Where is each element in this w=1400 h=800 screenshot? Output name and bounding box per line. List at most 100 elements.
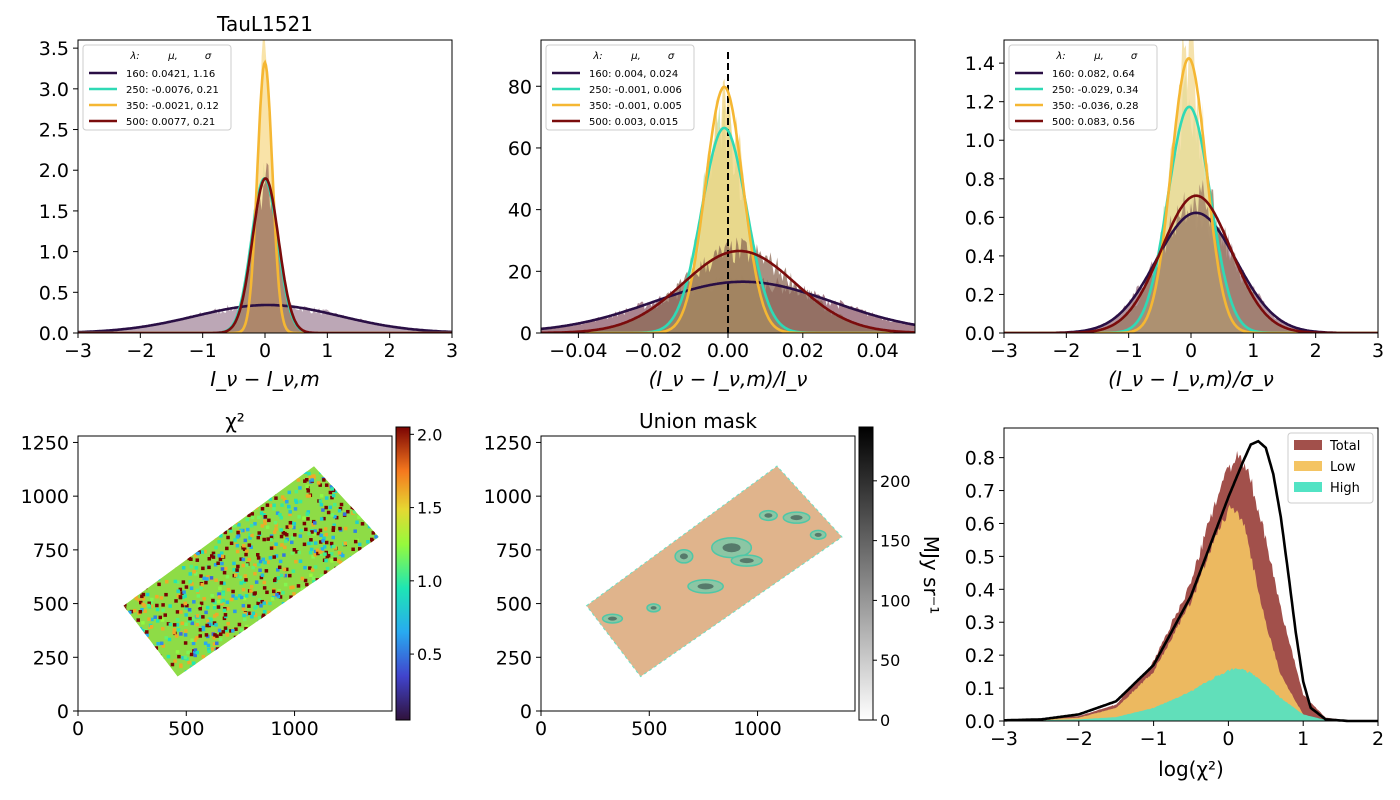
map-pixel bbox=[236, 674, 240, 677]
map-pixel bbox=[384, 666, 388, 670]
map-pixel bbox=[299, 675, 303, 677]
map-pixel bbox=[136, 685, 140, 689]
map-pixel bbox=[271, 625, 275, 629]
map-pixel bbox=[169, 492, 174, 496]
map-pixel bbox=[230, 458, 234, 462]
map-pixel bbox=[239, 581, 244, 585]
map-pixel bbox=[334, 691, 338, 695]
map-pixel bbox=[378, 506, 379, 510]
map-pixel bbox=[304, 649, 308, 653]
map-pixel bbox=[259, 575, 264, 580]
map-pixel bbox=[358, 665, 362, 669]
map-pixel bbox=[179, 632, 183, 636]
map-pixel bbox=[221, 696, 225, 700]
dense-core bbox=[650, 606, 657, 610]
map-pixel bbox=[157, 559, 162, 563]
map-pixel bbox=[245, 669, 249, 674]
map-pixel bbox=[207, 664, 212, 669]
map-pixel bbox=[277, 639, 281, 643]
map-pixel bbox=[139, 562, 144, 566]
map-pixel bbox=[321, 626, 326, 630]
map-pixel bbox=[163, 563, 167, 567]
map-pixel bbox=[235, 635, 240, 639]
map-pixel bbox=[210, 507, 214, 512]
map-pixel bbox=[274, 496, 278, 500]
map-pixel bbox=[367, 623, 372, 628]
map-pixel bbox=[374, 654, 379, 659]
map-pixel bbox=[309, 701, 313, 705]
map-pixel bbox=[326, 663, 331, 667]
map-pixel bbox=[307, 590, 311, 595]
map-pixel bbox=[387, 685, 391, 689]
map-pixel bbox=[135, 466, 140, 470]
map-pixel bbox=[159, 679, 163, 683]
map-pixel bbox=[307, 466, 312, 469]
map-pixel bbox=[132, 608, 137, 613]
map-pixel bbox=[384, 500, 388, 504]
map-pixel bbox=[331, 526, 336, 530]
map-pixel bbox=[311, 588, 316, 593]
map-pixel bbox=[293, 663, 298, 668]
map-pixel bbox=[309, 573, 313, 578]
map-pixel bbox=[86, 463, 90, 467]
map-pixel bbox=[258, 438, 262, 442]
map-pixel bbox=[195, 476, 199, 480]
map-pixel bbox=[225, 546, 229, 551]
map-pixel bbox=[363, 689, 367, 693]
map-pixel bbox=[117, 445, 121, 449]
map-pixel bbox=[309, 602, 314, 606]
map-pixel bbox=[115, 533, 119, 537]
map-pixel bbox=[155, 603, 159, 608]
map-pixel bbox=[280, 682, 284, 686]
map-pixel bbox=[292, 437, 296, 441]
map-pixel bbox=[321, 539, 325, 543]
map-pixel bbox=[120, 670, 124, 674]
map-pixel bbox=[156, 576, 161, 581]
map-pixel bbox=[314, 622, 318, 626]
map-pixel bbox=[171, 500, 175, 504]
map-pixel bbox=[146, 695, 150, 699]
map-pixel bbox=[116, 458, 120, 462]
map-pixel bbox=[269, 535, 274, 540]
map-pixel bbox=[372, 468, 376, 473]
map-pixel bbox=[215, 696, 219, 700]
map-pixel bbox=[330, 587, 334, 591]
map-pixel bbox=[333, 514, 337, 519]
map-pixel bbox=[148, 469, 152, 473]
y-tick-label: 500 bbox=[496, 594, 532, 616]
map-pixel bbox=[123, 669, 125, 673]
map-pixel bbox=[225, 633, 230, 637]
y-tick-label: 1.4 bbox=[965, 53, 995, 75]
map-pixel bbox=[214, 578, 218, 582]
map-pixel bbox=[276, 458, 280, 462]
map-pixel bbox=[174, 471, 179, 476]
map-pixel bbox=[224, 651, 228, 656]
map-pixel bbox=[338, 506, 343, 511]
map-pixel bbox=[323, 597, 328, 602]
map-pixel bbox=[373, 601, 378, 605]
map-pixel bbox=[370, 484, 375, 489]
map-pixel bbox=[170, 662, 175, 667]
map-pixel bbox=[112, 677, 116, 681]
map-pixel bbox=[276, 576, 281, 580]
map-pixel bbox=[373, 699, 377, 703]
map-pixel bbox=[315, 630, 320, 635]
histogram-low bbox=[1004, 504, 1378, 721]
map-pixel bbox=[288, 512, 292, 517]
map-pixel bbox=[305, 587, 309, 592]
map-pixel bbox=[253, 613, 258, 617]
map-pixel bbox=[115, 585, 119, 589]
map-pixel bbox=[110, 509, 114, 513]
map-pixel bbox=[163, 667, 167, 672]
map-pixel bbox=[131, 654, 136, 659]
map-pixel bbox=[91, 486, 95, 490]
map-pixel bbox=[245, 563, 249, 567]
map-pixel bbox=[119, 568, 123, 572]
map-pixel bbox=[276, 466, 281, 468]
map-pixel bbox=[150, 474, 154, 478]
map-pixel bbox=[388, 666, 392, 670]
map-pixel bbox=[133, 587, 137, 591]
map-pixel bbox=[349, 555, 354, 560]
map-pixel bbox=[106, 582, 110, 586]
map-pixel bbox=[318, 528, 323, 533]
